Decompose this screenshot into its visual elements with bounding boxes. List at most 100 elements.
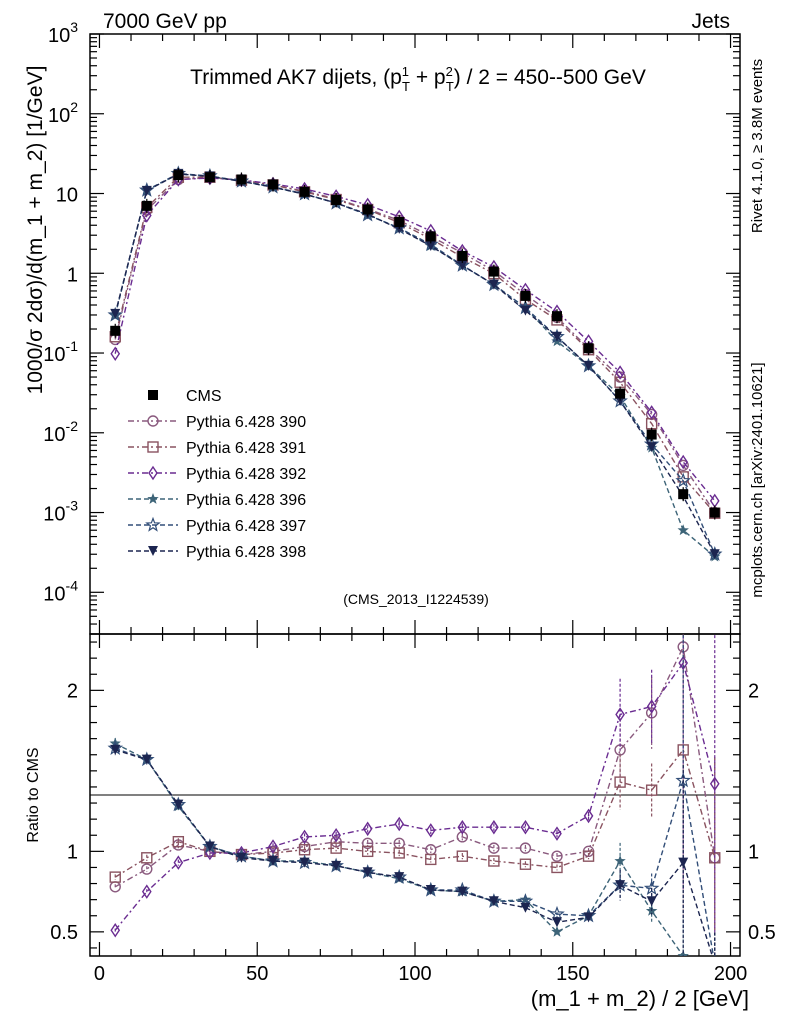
ratio-line bbox=[114, 661, 716, 931]
data-point bbox=[110, 308, 121, 319]
ratio-point bbox=[173, 855, 184, 870]
ratio-point bbox=[582, 850, 595, 862]
ratio-point bbox=[110, 922, 121, 938]
data-point bbox=[646, 442, 657, 453]
legend: CMS Pythia 6.428 390 Pythia 6.428 391 Pythi… bbox=[128, 388, 306, 561]
data-point bbox=[646, 405, 657, 420]
x-axis-label: (m_1 + m_2) / 2 [GeV] bbox=[531, 986, 749, 1011]
ratio-point bbox=[614, 855, 626, 866]
legend-item-cms: CMS bbox=[148, 388, 222, 405]
cms-data-point bbox=[110, 325, 121, 336]
y-tick-label: 102 bbox=[48, 99, 78, 127]
data-point bbox=[110, 346, 121, 361]
ratio-series-6 bbox=[110, 744, 716, 956]
cms-data-point bbox=[299, 186, 310, 197]
y-tick-label: 10-2 bbox=[43, 418, 78, 446]
data-point bbox=[488, 279, 499, 290]
ratio-point bbox=[172, 835, 185, 848]
ratio-point bbox=[330, 842, 342, 854]
main-y-tick-labels: 10-4 10-3 10-2 10-1 1 10 102 103 bbox=[43, 19, 78, 605]
data-point bbox=[425, 240, 436, 251]
legend-label: Pythia 6.428 396 bbox=[186, 492, 306, 509]
ratio-point bbox=[551, 917, 562, 928]
ratio-point bbox=[331, 827, 341, 843]
data-point bbox=[457, 260, 468, 271]
legend-label: CMS bbox=[186, 388, 222, 405]
ratio-point bbox=[457, 819, 468, 835]
y-tick-label: 103 bbox=[48, 19, 78, 47]
data-point bbox=[709, 549, 720, 560]
ratio-point bbox=[489, 819, 499, 835]
series-line bbox=[114, 176, 716, 513]
ratio-point bbox=[643, 880, 660, 896]
legend-marker bbox=[148, 546, 158, 556]
ratio-point bbox=[361, 845, 374, 858]
cms-data-point bbox=[551, 311, 562, 322]
cms-data-point bbox=[236, 174, 247, 185]
ratio-point bbox=[645, 784, 658, 796]
cms-data-point bbox=[488, 266, 499, 277]
title-sub-T2: T bbox=[446, 79, 454, 94]
y-axis-label-main: 1000/σ 2dσ)/d(m_1 + m_2) [1/GeV] bbox=[24, 66, 47, 395]
ratio-point bbox=[299, 829, 310, 845]
ratio-point bbox=[646, 896, 657, 907]
ratio-tick-label-left: 0.5 bbox=[50, 922, 78, 944]
ratio-point bbox=[615, 880, 626, 891]
legend-marker bbox=[147, 415, 159, 427]
ratio-point bbox=[614, 776, 626, 788]
ratio-point bbox=[583, 912, 594, 923]
ratio-tick-label-left: 1 bbox=[67, 841, 78, 863]
cms-data-point bbox=[646, 429, 657, 440]
ratio-line bbox=[114, 748, 716, 878]
x-tick-label: 150 bbox=[556, 963, 589, 985]
y-tick-label: 10-1 bbox=[43, 338, 78, 366]
cms-data-point bbox=[520, 290, 531, 301]
ratio-y-tick-labels: 0.5 0.5 1 1 2 2 bbox=[50, 680, 776, 944]
legend-marker bbox=[147, 441, 159, 453]
ratio-point bbox=[551, 925, 563, 937]
ratio-point bbox=[583, 808, 594, 824]
title-sup-1: 1 bbox=[402, 64, 409, 79]
ratio-tick-label-left: 2 bbox=[67, 680, 78, 702]
data-point bbox=[583, 360, 594, 371]
data-point bbox=[615, 365, 625, 380]
ratio-point bbox=[519, 858, 532, 870]
ratio-point bbox=[551, 861, 563, 874]
cms-data-point bbox=[173, 170, 184, 181]
ratio-point bbox=[678, 655, 689, 671]
legend-marker bbox=[148, 465, 158, 481]
ratio-point bbox=[394, 816, 405, 832]
ratio-line bbox=[114, 749, 714, 956]
ratio-point bbox=[268, 839, 278, 854]
mcplots-label: mcplots.cern.ch [arXiv:2401.10621] bbox=[749, 362, 766, 597]
legend-item-3: Pythia 6.428 392 bbox=[128, 465, 306, 483]
ratio-point bbox=[520, 819, 531, 835]
ratio-point bbox=[549, 905, 565, 921]
ratio-point bbox=[425, 823, 436, 838]
data-point bbox=[141, 185, 152, 196]
ratio-point bbox=[646, 699, 657, 714]
cms-data-point bbox=[678, 489, 689, 500]
ratio-point bbox=[141, 754, 152, 765]
ratio-point bbox=[394, 872, 405, 883]
ratio-point bbox=[709, 776, 720, 791]
legend-item-2: Pythia 6.428 391 bbox=[128, 440, 306, 457]
series-line bbox=[114, 177, 716, 502]
ratio-point bbox=[488, 842, 500, 854]
ratio-point bbox=[236, 852, 247, 863]
ratio-point bbox=[425, 853, 437, 866]
ratio-point bbox=[519, 842, 532, 854]
cms-data-point bbox=[457, 250, 468, 261]
ratio-point bbox=[488, 855, 500, 867]
cms-data-point bbox=[583, 343, 594, 354]
cms-data-point bbox=[362, 204, 373, 215]
ratio-point bbox=[457, 886, 468, 897]
ratio-point bbox=[331, 860, 342, 871]
main-y-ticks bbox=[90, 33, 740, 635]
ratio-tick-label-right: 1 bbox=[748, 841, 759, 863]
legend-marker bbox=[145, 516, 161, 532]
ratio-point bbox=[362, 867, 373, 878]
ratio-point bbox=[299, 857, 310, 868]
cms-data-point bbox=[425, 231, 436, 242]
